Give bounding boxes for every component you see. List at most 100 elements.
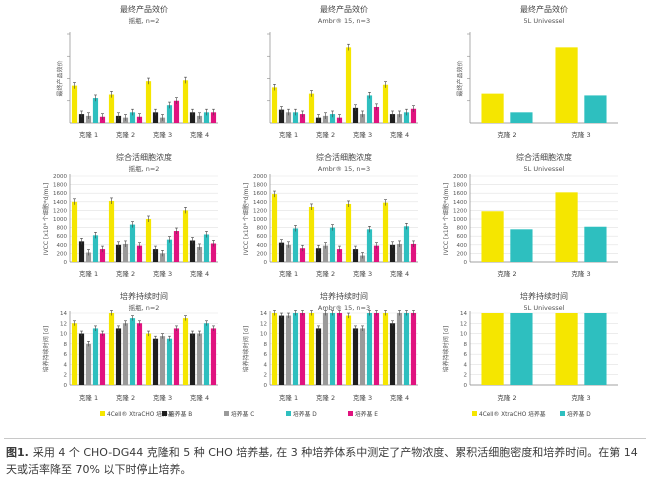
chart-6-bar	[481, 211, 504, 262]
chart-8-ytick-label: 4	[264, 362, 268, 368]
chart-6-ytick-label: 400	[457, 243, 468, 249]
chart-8-bar	[271, 313, 278, 385]
chart-8-category-label: 克隆 1	[279, 393, 298, 402]
chart-6-ytick-label: 200	[457, 251, 468, 257]
chart-7-bar	[189, 333, 196, 385]
chart-2-bar	[299, 114, 306, 123]
chart-4-bar	[92, 235, 99, 262]
chart-6-bar	[584, 226, 607, 262]
chart-4-ytick-label: 1600	[53, 191, 67, 197]
chart-5-bar	[403, 226, 410, 262]
chart-8-bar	[410, 313, 417, 385]
chart-3-bar	[584, 95, 607, 123]
chart-8-bar	[359, 328, 366, 385]
chart-8-title: 培养持续时间	[320, 291, 368, 301]
chart-7-bar	[196, 333, 203, 385]
chart-1-category-label: 克隆 3	[153, 130, 172, 139]
chart-1-subtitle: 摇瓶, n=2	[129, 16, 160, 25]
chart-6-ytick-label: 0	[464, 260, 468, 266]
chart-2-bar	[359, 114, 366, 123]
chart-9-ytick-label: 2	[464, 373, 468, 379]
legend-main-swatch	[162, 411, 167, 416]
caption-text: 采用 4 个 CHO-DG44 克隆和 5 种 CHO 培养基, 在 3 种培养…	[6, 446, 638, 476]
chart-8-bar	[292, 313, 299, 385]
chart-1-bar	[71, 85, 78, 123]
chart-1-bar	[166, 105, 173, 123]
chart-2-bar	[352, 107, 359, 123]
chart-8-ytick-label: 14	[260, 311, 267, 317]
legend-right-swatch	[560, 411, 565, 416]
chart-5-title: 综合活细胞浓度	[316, 152, 372, 162]
chart-9-ylabel: 培养持续时间 [d]	[442, 326, 450, 372]
chart-8-bar	[382, 313, 389, 385]
chart-6-bar	[555, 192, 578, 262]
chart-4-bar	[99, 249, 106, 262]
chart-1-bar	[210, 112, 217, 123]
chart-4-ytick-label: 1000	[53, 217, 67, 223]
chart-4-ylabel: IVCC [x10⁶ 个细胞*d/mL]	[42, 183, 50, 255]
chart-7-bar	[78, 333, 85, 385]
chart-1-bar	[92, 98, 99, 123]
chart-2-bar	[329, 114, 336, 123]
chart-4-bar	[115, 244, 122, 262]
chart-7-title: 培养持续时间	[120, 291, 168, 301]
chart-9-bar	[481, 313, 504, 385]
chart-5-bar	[382, 202, 389, 262]
chart-2-bar	[271, 87, 278, 123]
chart-5-ytick-label: 1600	[253, 191, 267, 197]
chart-7-bar	[173, 328, 180, 385]
chart-1-bar	[203, 112, 210, 123]
chart-5-ytick-label: 800	[257, 226, 268, 232]
chart-3-subtitle: 5L Univessel	[524, 17, 565, 25]
chart-7-bar	[129, 318, 136, 385]
chart-7-ytick-label: 6	[64, 352, 68, 358]
chart-8-bar	[285, 315, 292, 385]
chart-8-ytick-label: 8	[264, 342, 268, 348]
legend-main-label: 培养基 D	[293, 410, 317, 418]
legend-main-label: 培养基 E	[355, 410, 378, 418]
chart-7-bar	[115, 328, 122, 385]
chart-5-subtitle: Ambr® 15, n=3	[318, 165, 370, 173]
chart-4-ytick-label: 1800	[53, 183, 67, 189]
chart-4-bar	[122, 243, 129, 262]
chart-8-subtitle: Ambr® 15, n=3	[318, 304, 370, 312]
legend-main-swatch	[100, 411, 105, 416]
chart-4-bar	[129, 224, 136, 262]
chart-2-category-label: 克隆 2	[316, 130, 335, 139]
chart-6-subtitle: 5L Univessel	[524, 165, 565, 173]
chart-7-subtitle: 摇瓶, n=2	[129, 303, 160, 312]
chart-5-category-label: 克隆 2	[316, 269, 335, 278]
chart-8-bar	[315, 328, 322, 385]
chart-5-category-label: 克隆 1	[279, 269, 298, 278]
chart-5-ytick-label: 1000	[253, 217, 267, 223]
chart-2-category-label: 克隆 3	[353, 130, 372, 139]
chart-4-bar	[210, 243, 217, 262]
chart-5-bar	[410, 243, 417, 262]
chart-1-title: 最终产品效价	[120, 4, 168, 14]
chart-6-ytick-label: 600	[457, 234, 468, 240]
chart-5-ytick-label: 1200	[253, 208, 267, 214]
chart-7-category-label: 克隆 3	[153, 393, 172, 402]
chart-8-bar	[322, 313, 329, 385]
chart-5-ytick-label: 600	[257, 234, 268, 240]
legend-main-swatch	[348, 411, 353, 416]
chart-7-ytick-label: 8	[64, 342, 68, 348]
chart-5-ytick-label: 200	[257, 251, 268, 257]
chart-6-ytick-label: 2000	[453, 174, 467, 180]
chart-8-category-label: 克隆 3	[353, 393, 372, 402]
chart-8-ytick-label: 6	[264, 352, 268, 358]
chart-4-ytick-label: 0	[64, 260, 68, 266]
chart-5-ylabel: IVCC [x10⁶ 个细胞*d/mL]	[242, 183, 250, 255]
chart-9-ytick-label: 8	[464, 342, 468, 348]
chart-7-ytick-label: 14	[60, 311, 67, 317]
chart-5-bar	[271, 194, 278, 262]
chart-7-category-label: 克隆 4	[190, 393, 209, 402]
chart-5-bar	[352, 249, 359, 262]
chart-5-ytick-label: 2000	[253, 174, 267, 180]
chart-6-ylabel: IVCC [x10⁶ 个细胞*d/mL]	[442, 183, 450, 255]
chart-4-category-label: 克隆 3	[153, 269, 172, 278]
chart-8-bar	[329, 313, 336, 385]
chart-8-bar	[345, 315, 352, 385]
